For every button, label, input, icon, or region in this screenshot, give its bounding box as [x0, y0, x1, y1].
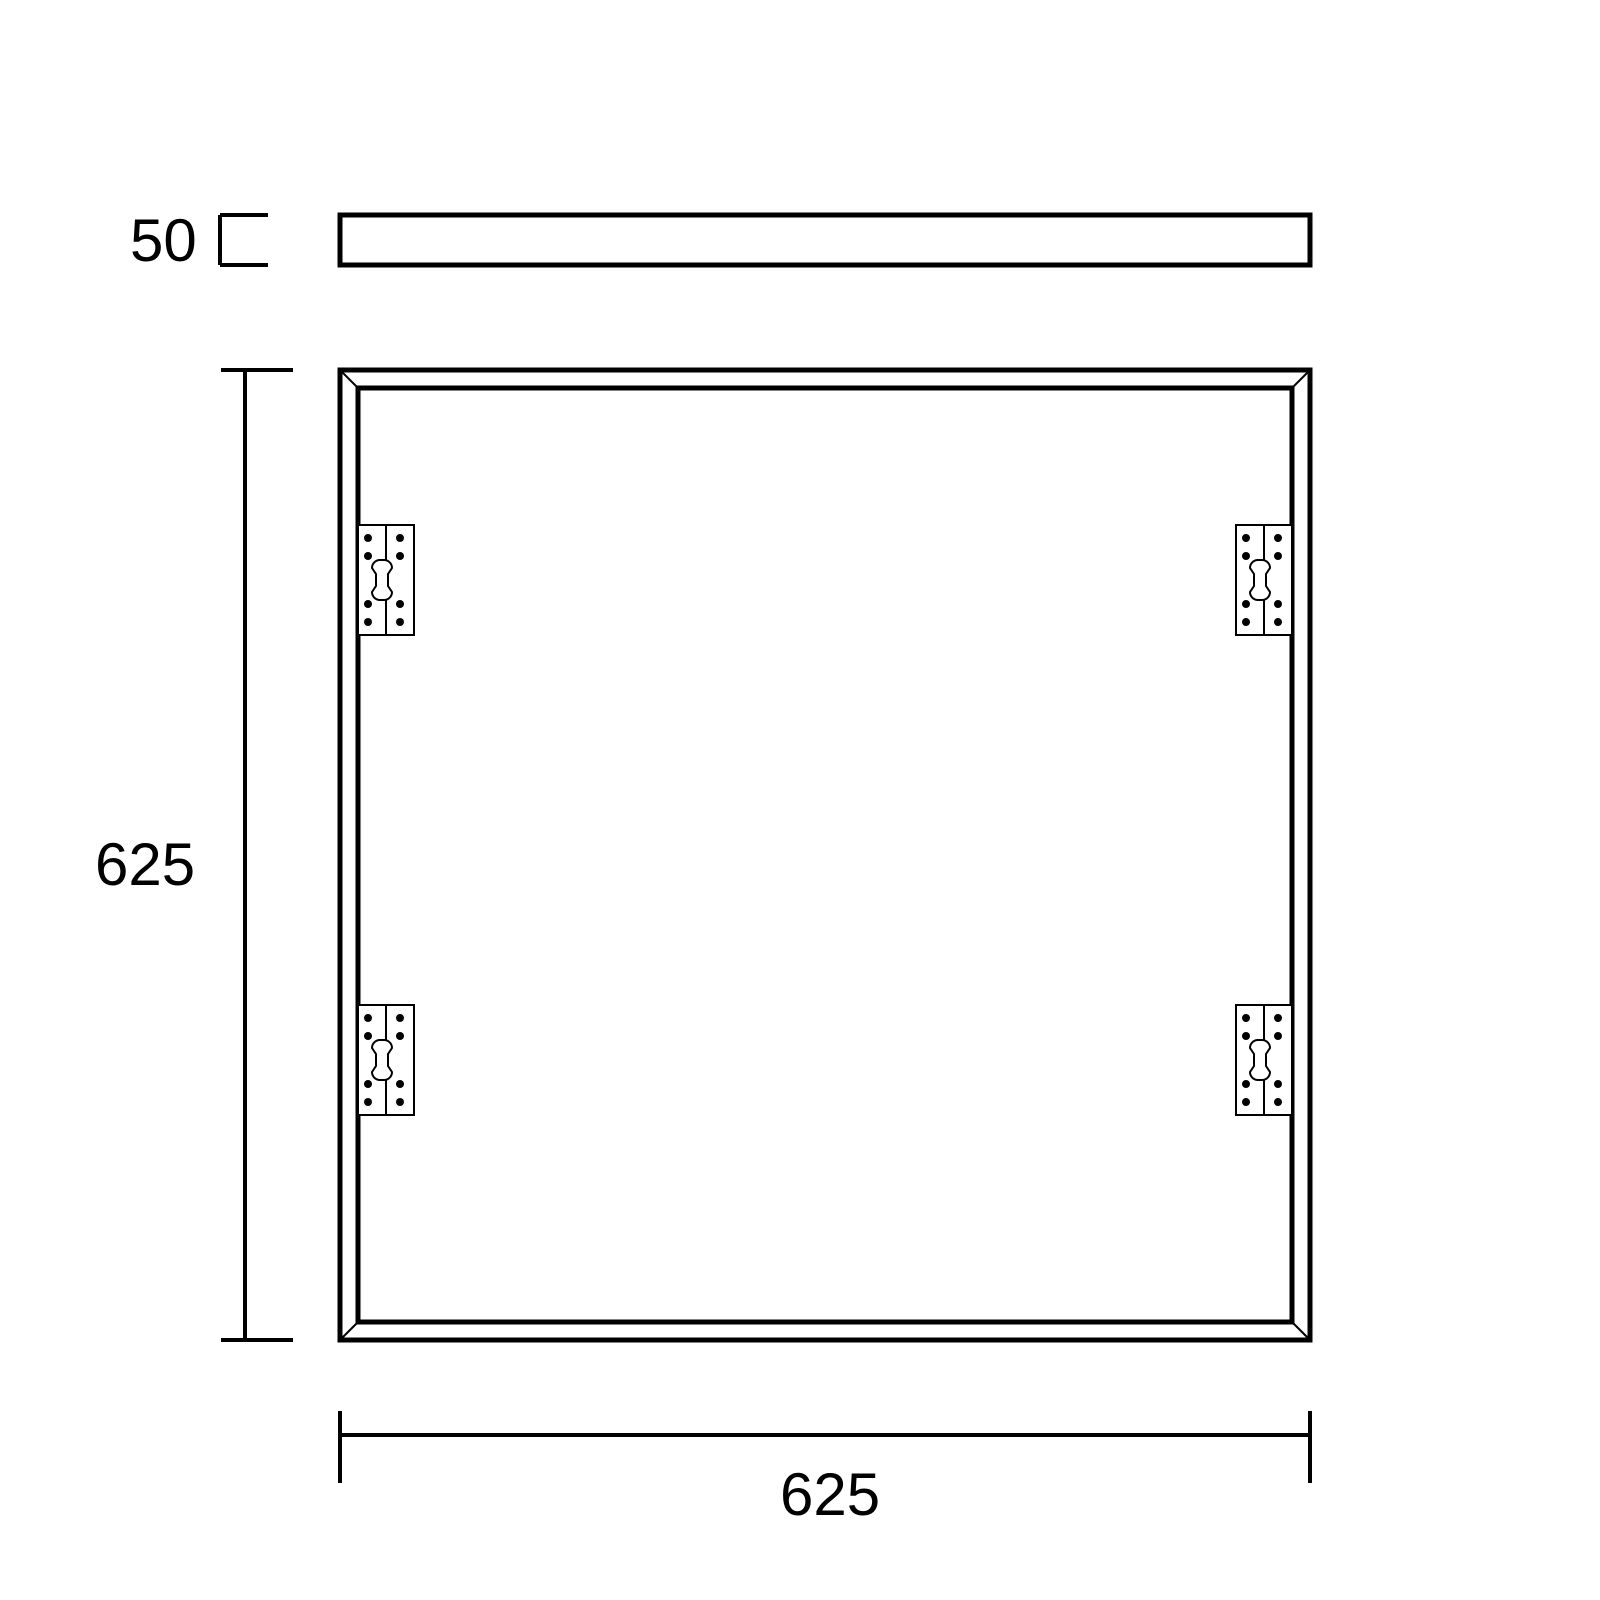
dim-label-depth: 50: [130, 206, 197, 275]
drawing-svg: [0, 0, 1600, 1600]
technical-drawing: 50 625 625: [0, 0, 1600, 1600]
mount-bracket-bottom-left: [358, 1005, 414, 1115]
dim-label-height: 625: [95, 830, 195, 899]
mount-bracket-bottom-right: [1236, 1005, 1292, 1115]
mount-bracket-top-left: [358, 525, 414, 635]
dim-label-width: 625: [780, 1460, 880, 1529]
front-frame: [340, 370, 1310, 1340]
mount-bracket-top-right: [1236, 525, 1292, 635]
dim-line-height: [221, 370, 293, 1340]
side-profile-rect: [340, 215, 1310, 265]
dim-bracket-50: [220, 215, 268, 265]
